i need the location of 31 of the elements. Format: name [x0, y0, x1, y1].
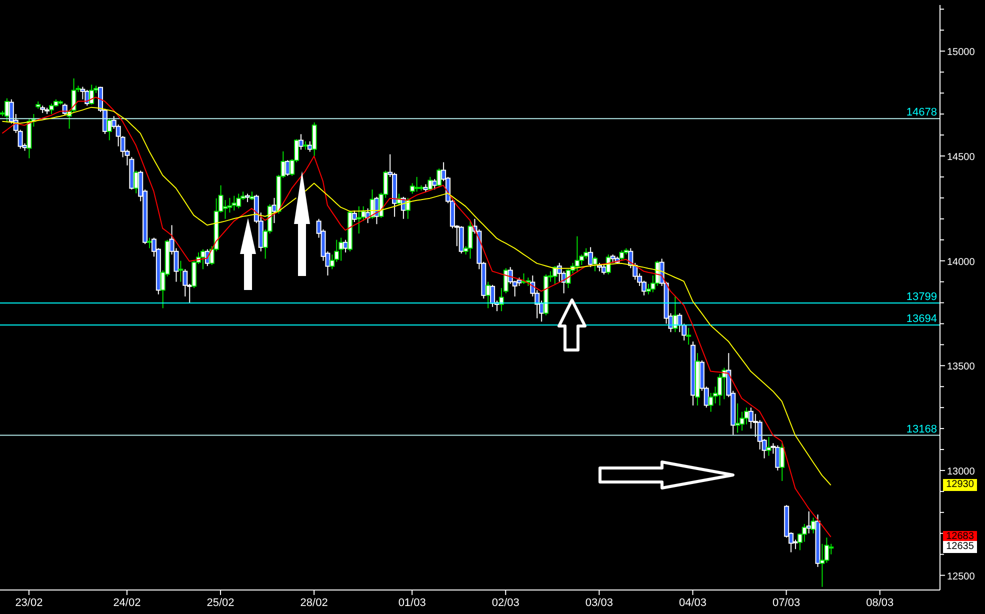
y-tick-label: 14500 — [947, 152, 976, 163]
candlestick — [766, 436, 772, 456]
y-tick-label: 13000 — [947, 466, 976, 478]
y-tick-label: 12500 — [947, 571, 976, 582]
y-tick-label: 15000 — [947, 47, 976, 58]
x-tick-label: 07/03 — [772, 597, 800, 609]
y-tick-label: 14000 — [947, 256, 976, 268]
candlestick — [405, 197, 410, 220]
annotation: 12930 — [943, 479, 977, 492]
x-tick-label: 04/03 — [678, 597, 707, 609]
x-tick-label: 03/03 — [585, 597, 613, 609]
x-tick-label: 02/03 — [492, 597, 520, 609]
x-tick-label: 25/02 — [206, 597, 234, 609]
x-tick-label: 23/02 — [15, 597, 43, 609]
y-tick-label: 13500 — [947, 362, 976, 373]
candlestick — [71, 78, 76, 112]
candlestick — [468, 220, 473, 260]
annotation: 12683 — [943, 530, 977, 543]
ref-line-label: 13799 — [906, 290, 937, 303]
candlestick — [619, 250, 624, 262]
x-tick-label: 01/03 — [398, 597, 426, 609]
ref-line-label: 14678 — [906, 106, 937, 119]
candlestick — [414, 176, 420, 192]
annotation: 12635 — [943, 541, 977, 554]
x-tick-label: 28/02 — [300, 597, 328, 609]
candlestick — [521, 272, 526, 284]
x-tick-label: 08/03 — [866, 597, 894, 609]
ref-line-label: 13694 — [906, 312, 937, 325]
ref-line-label: 13168 — [906, 423, 937, 436]
x-tick-label: 24/02 — [113, 597, 141, 609]
candlestick — [806, 510, 812, 534]
